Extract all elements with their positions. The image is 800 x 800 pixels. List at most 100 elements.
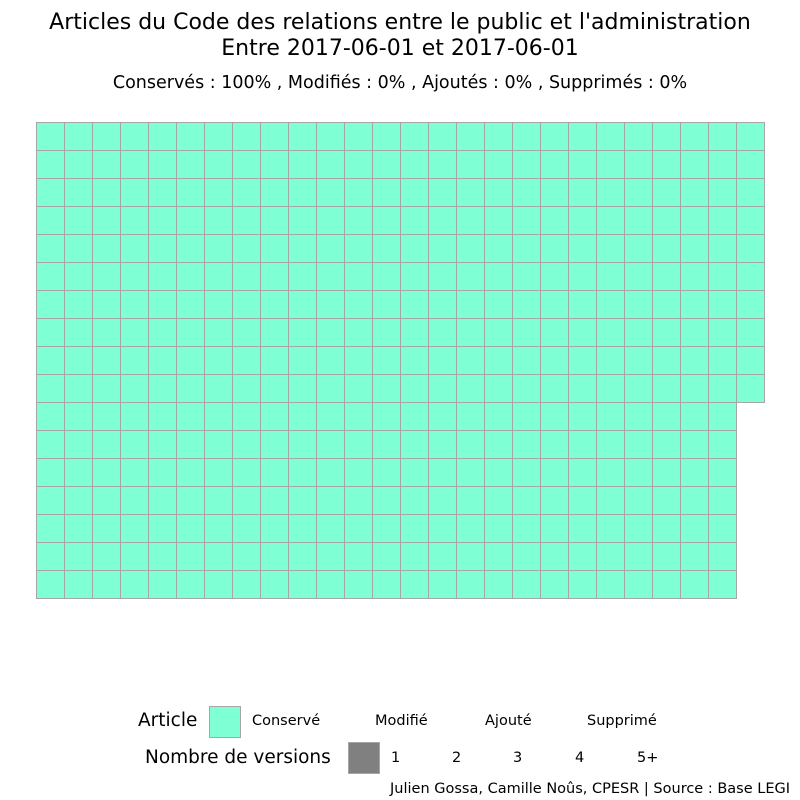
waffle-tile bbox=[176, 374, 205, 403]
waffle-tile bbox=[316, 430, 345, 459]
waffle-tile bbox=[64, 234, 93, 263]
waffle-tile bbox=[288, 542, 317, 571]
waffle-tile bbox=[316, 514, 345, 543]
waffle-tile bbox=[624, 542, 653, 571]
waffle-tile bbox=[176, 178, 205, 207]
waffle-tile bbox=[596, 206, 625, 235]
waffle-tile bbox=[232, 430, 261, 459]
waffle-tile bbox=[176, 150, 205, 179]
waffle-tile bbox=[344, 318, 373, 347]
waffle-tile bbox=[624, 206, 653, 235]
waffle-tile bbox=[204, 374, 233, 403]
waffle-tile bbox=[596, 542, 625, 571]
waffle-tile bbox=[512, 290, 541, 319]
waffle-tile bbox=[428, 346, 457, 375]
waffle-tile bbox=[344, 178, 373, 207]
waffle-tile bbox=[736, 206, 765, 235]
waffle-tile bbox=[652, 346, 681, 375]
waffle-tile bbox=[708, 570, 737, 599]
legend-version-2: 2 bbox=[452, 750, 462, 766]
waffle-tile bbox=[288, 430, 317, 459]
waffle-tile bbox=[120, 318, 149, 347]
waffle-tile bbox=[624, 290, 653, 319]
waffle-tile bbox=[64, 514, 93, 543]
waffle-tile bbox=[568, 374, 597, 403]
waffle-tile bbox=[120, 178, 149, 207]
waffle-tile bbox=[456, 486, 485, 515]
waffle-tile bbox=[456, 318, 485, 347]
waffle-tile bbox=[288, 206, 317, 235]
waffle-tile bbox=[64, 318, 93, 347]
waffle-tile bbox=[176, 458, 205, 487]
waffle-tile bbox=[36, 234, 65, 263]
waffle-tile bbox=[120, 234, 149, 263]
waffle-tile bbox=[400, 234, 429, 263]
waffle-tile bbox=[596, 262, 625, 291]
waffle-tile bbox=[484, 346, 513, 375]
waffle-tile bbox=[92, 458, 121, 487]
waffle-tile bbox=[204, 486, 233, 515]
waffle-tile bbox=[652, 290, 681, 319]
waffle-tile bbox=[596, 318, 625, 347]
waffle-tile bbox=[260, 514, 289, 543]
waffle-tile bbox=[316, 150, 345, 179]
waffle-tile bbox=[372, 262, 401, 291]
waffle-tile bbox=[64, 430, 93, 459]
waffle-tile bbox=[64, 486, 93, 515]
waffle-tile bbox=[372, 122, 401, 151]
waffle-tile bbox=[316, 402, 345, 431]
chart-caption: Julien Gossa, Camille Noûs, CPESR | Sour… bbox=[390, 781, 790, 797]
waffle-tile bbox=[680, 346, 709, 375]
waffle-tile bbox=[512, 402, 541, 431]
waffle-tile bbox=[708, 206, 737, 235]
waffle-tile bbox=[148, 430, 177, 459]
waffle-tile bbox=[148, 150, 177, 179]
waffle-tile bbox=[400, 514, 429, 543]
waffle-tile bbox=[204, 458, 233, 487]
waffle-tile bbox=[36, 430, 65, 459]
waffle-tile bbox=[344, 458, 373, 487]
waffle-tile bbox=[260, 262, 289, 291]
waffle-tile bbox=[288, 290, 317, 319]
waffle-tile bbox=[568, 122, 597, 151]
waffle-tile bbox=[232, 318, 261, 347]
waffle-tile bbox=[148, 346, 177, 375]
waffle-tile bbox=[316, 458, 345, 487]
waffle-tile bbox=[148, 542, 177, 571]
waffle-tile bbox=[596, 150, 625, 179]
waffle-tile bbox=[64, 206, 93, 235]
waffle-tile bbox=[176, 486, 205, 515]
waffle-tile bbox=[568, 150, 597, 179]
waffle-tile bbox=[456, 402, 485, 431]
waffle-tile bbox=[400, 290, 429, 319]
legend-version-1: 1 bbox=[391, 750, 401, 766]
waffle-tile bbox=[120, 346, 149, 375]
waffle-tile bbox=[708, 262, 737, 291]
waffle-tile bbox=[344, 346, 373, 375]
waffle-tile bbox=[596, 234, 625, 263]
waffle-tile bbox=[428, 430, 457, 459]
waffle-tile bbox=[36, 122, 65, 151]
waffle-tile bbox=[288, 262, 317, 291]
waffle-tile bbox=[512, 262, 541, 291]
waffle-tile bbox=[708, 458, 737, 487]
waffle-tile bbox=[484, 430, 513, 459]
waffle-tile bbox=[400, 150, 429, 179]
waffle-tile bbox=[708, 150, 737, 179]
waffle-tile bbox=[148, 514, 177, 543]
waffle-tile bbox=[64, 346, 93, 375]
waffle-tile bbox=[708, 374, 737, 403]
waffle-tile bbox=[176, 206, 205, 235]
waffle-tile bbox=[708, 486, 737, 515]
waffle-tile bbox=[64, 374, 93, 403]
legend-item-modifie: Modifié bbox=[375, 713, 428, 729]
waffle-tile bbox=[176, 262, 205, 291]
waffle-tile bbox=[484, 290, 513, 319]
waffle-tile bbox=[484, 402, 513, 431]
waffle-tile bbox=[232, 374, 261, 403]
waffle-tile bbox=[624, 122, 653, 151]
waffle-tile bbox=[708, 346, 737, 375]
waffle-tile bbox=[428, 402, 457, 431]
waffle-tile bbox=[680, 234, 709, 263]
waffle-tile bbox=[540, 346, 569, 375]
